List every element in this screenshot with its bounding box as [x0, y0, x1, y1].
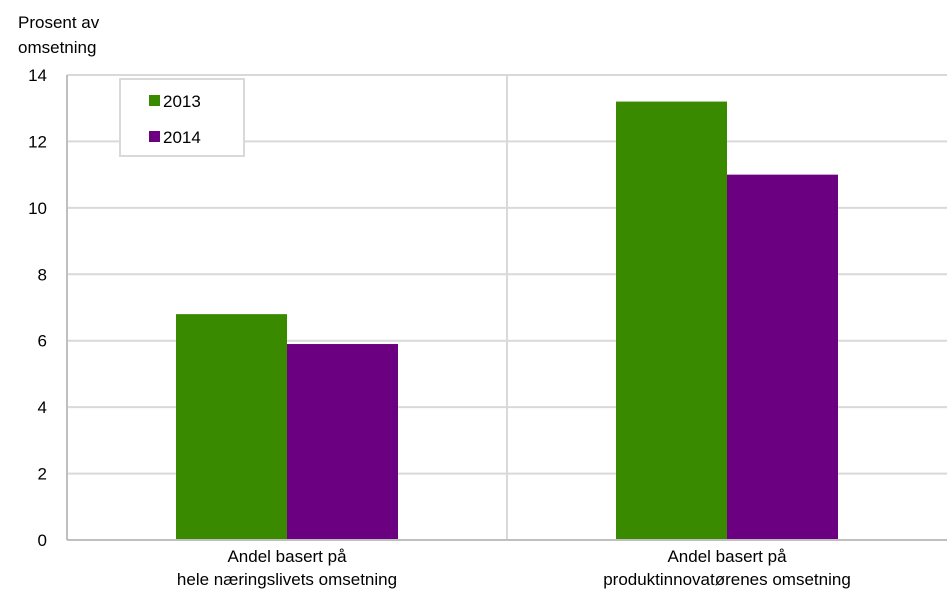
- y-axis-label-line-1: Prosent av: [18, 13, 100, 32]
- y-tick-label-8: 8: [38, 265, 47, 284]
- legend-swatch-2014: [149, 131, 160, 142]
- legend-label-2013: 2013: [163, 92, 201, 111]
- y-tick-label-2: 2: [38, 465, 47, 484]
- bar-2014-category-2: [727, 174, 838, 540]
- y-tick-label-4: 4: [38, 398, 47, 417]
- legend: 2013 2014: [119, 78, 245, 157]
- y-axis-ticks: 0 2 4 6 8 10 12 14: [28, 66, 47, 550]
- bar-2013-category-2: [616, 101, 727, 541]
- legend-swatch-2013: [149, 95, 160, 106]
- bar-2013-category-1: [176, 314, 287, 540]
- y-tick-label-6: 6: [38, 332, 47, 351]
- y-axis-label-line-2: omsetning: [18, 38, 96, 57]
- y-tick-label-0: 0: [38, 531, 47, 550]
- y-tick-label-10: 10: [28, 199, 47, 218]
- category-labels: Andel basert på hele næringslivets omsetn…: [177, 547, 851, 589]
- category-label-2-line-2: produktinnovatørenes omsetning: [603, 570, 851, 589]
- category-label-1-line-1: Andel basert på: [227, 547, 347, 566]
- legend-box: [119, 78, 245, 157]
- bars: [176, 101, 838, 541]
- y-tick-label-12: 12: [28, 132, 47, 151]
- bar-2014-category-1: [287, 344, 398, 540]
- legend-label-2014: 2014: [163, 128, 201, 147]
- y-tick-label-14: 14: [28, 66, 47, 85]
- category-label-1-line-2: hele næringslivets omsetning: [177, 570, 397, 589]
- category-label-2-line-1: Andel basert på: [667, 547, 787, 566]
- axes: [66, 75, 947, 541]
